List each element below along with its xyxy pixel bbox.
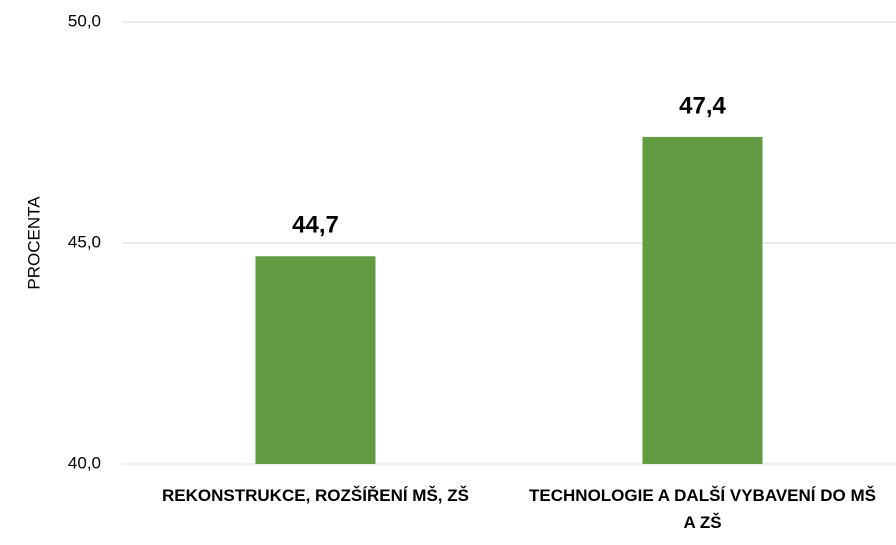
bar (255, 256, 376, 464)
data-label: 47,4 (679, 92, 726, 119)
data-label: 44,7 (292, 212, 339, 239)
y-tick-label: 50,0 (68, 11, 101, 30)
x-tick-label: TECHNOLOGIE A DALŠÍ VYBAVENÍ DO MŠ A ZŠ (529, 486, 876, 532)
y-axis-label: PROCENTA (24, 196, 43, 290)
y-tick-label: 40,0 (68, 453, 101, 472)
y-tick-label: 45,0 (68, 232, 101, 251)
x-tick-label: REKONSTRUKCE, ROZŠÍŘENÍ MŠ, ZŠ (162, 486, 469, 505)
bar (642, 136, 763, 465)
